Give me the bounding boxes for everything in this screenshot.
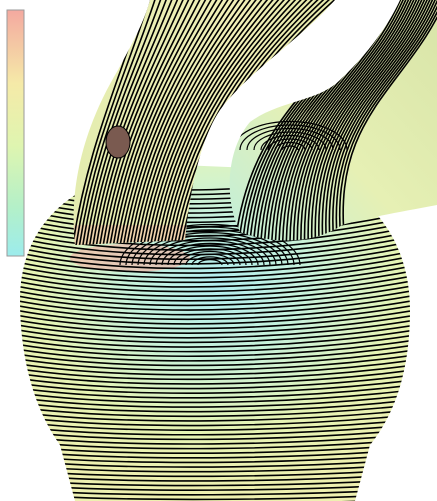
- page: (() => { const data = JSON.parse(documen…: [0, 0, 437, 501]
- vortex-spot: [106, 126, 130, 158]
- flow-visualization: [0, 0, 437, 501]
- color-scale-bar: [7, 10, 24, 256]
